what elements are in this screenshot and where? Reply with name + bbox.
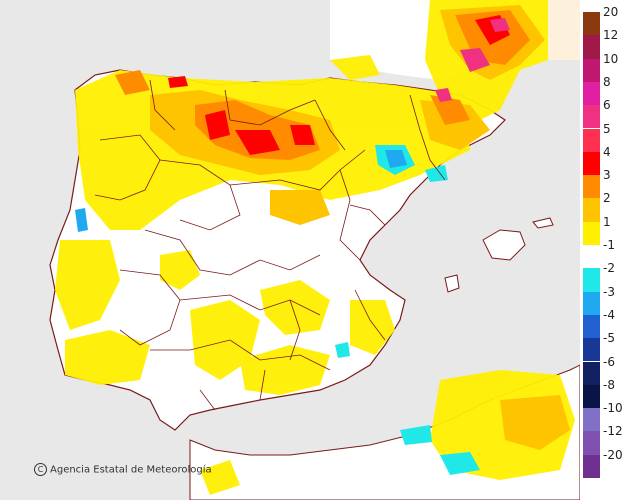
legend-label: 20	[603, 5, 619, 19]
anomaly-5-8	[435, 18, 510, 102]
legend-label: 8	[603, 74, 611, 89]
legend-label: -3	[603, 284, 615, 299]
legend-swatch	[583, 361, 600, 385]
legend-swatch	[583, 221, 600, 245]
legend-swatch	[583, 338, 600, 362]
legend-swatch	[583, 12, 600, 36]
legend-label: -2	[603, 261, 615, 276]
anomaly-neg-2-3	[75, 150, 407, 232]
legend-swatch	[583, 128, 600, 152]
legend-label: -8	[603, 377, 615, 392]
copyright-icon: C	[34, 463, 47, 476]
legend-swatch	[583, 454, 600, 478]
legend-label: 3	[603, 168, 611, 183]
legend-label: -6	[603, 354, 615, 369]
legend-swatch	[583, 58, 600, 82]
legend-swatch	[583, 314, 600, 339]
legend-swatch	[583, 431, 600, 455]
legend-label: 2	[603, 191, 611, 206]
legend-label: -1	[603, 238, 615, 252]
ibiza	[444, 274, 460, 293]
legend-swatch	[583, 268, 600, 292]
legend-label: -4	[603, 307, 615, 322]
legend-swatch	[583, 151, 600, 176]
legend-swatch	[583, 35, 600, 59]
legend-label: -5	[603, 331, 615, 346]
legend-label: 1	[603, 214, 611, 229]
legend-label: -12	[603, 424, 623, 439]
legend-label: -20	[603, 447, 623, 462]
mallorca	[482, 229, 526, 261]
legend-swatch	[583, 408, 600, 432]
legend-swatch	[583, 291, 600, 315]
legend-swatch	[583, 198, 600, 222]
legend-label: -10	[603, 401, 623, 416]
legend-label: 5	[603, 121, 611, 136]
legend-swatch	[583, 384, 600, 409]
legend-label: 6	[603, 98, 611, 113]
credit-text: C Agencia Estatal de Meteorología	[34, 463, 212, 476]
legend-swatch	[583, 245, 600, 269]
credit-label: Agencia Estatal de Meteorología	[50, 464, 212, 476]
legend-swatch	[583, 105, 600, 129]
legend-swatch	[583, 81, 600, 106]
region-borders	[94, 79, 446, 411]
legend-swatch	[583, 175, 600, 199]
anomaly-neg-1-2	[335, 145, 480, 475]
outside-frame	[548, 0, 580, 60]
legend-label: 4	[603, 144, 611, 159]
legend-label: 10	[603, 51, 619, 66]
anomaly-map	[0, 0, 580, 500]
menorca	[532, 217, 554, 229]
legend-label: 12	[603, 28, 619, 43]
